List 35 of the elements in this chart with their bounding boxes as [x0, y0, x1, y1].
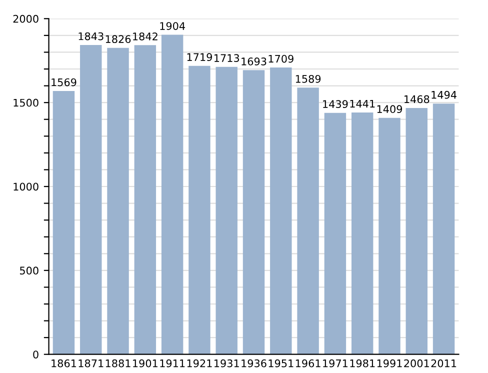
data-label: 1842 [133, 32, 158, 40]
data-label: 1409 [377, 105, 402, 114]
x-tick-label: 1881 [106, 359, 130, 368]
x-tick-label: 1981 [350, 359, 375, 368]
x-tick-label: 2001 [404, 359, 429, 368]
data-label: 1843 [78, 32, 104, 40]
data-label: 1719 [187, 53, 212, 62]
data-label: 1589 [296, 74, 321, 83]
data-label: 1439 [323, 100, 348, 108]
x-tick-label: 1951 [268, 359, 294, 368]
data-label: 1569 [52, 78, 76, 86]
data-label: 1826 [106, 35, 131, 44]
data-label: 1713 [214, 54, 240, 62]
x-tick-label: 1861 [52, 359, 76, 368]
x-tick-label: 1971 [323, 359, 348, 368]
y-tick-label: 500 [20, 266, 38, 275]
x-tick-label: 1991 [377, 359, 402, 368]
y-tick-label: 0 [33, 350, 38, 358]
data-label: 1709 [268, 54, 294, 63]
x-tick-label: 1961 [296, 359, 320, 368]
data-label: 1468 [404, 95, 430, 104]
y-tick-label: 2000 [13, 14, 38, 23]
data-label: 1441 [350, 100, 375, 108]
data-label: 1494 [432, 90, 456, 99]
y-tick-label: 1500 [14, 98, 38, 107]
x-tick-label: 1936 [242, 359, 266, 368]
x-tick-label: 1871 [78, 359, 104, 368]
x-tick-label: 2011 [431, 359, 456, 368]
x-tick-label: 1921 [187, 359, 212, 368]
x-tick-label: 1931 [214, 359, 239, 368]
x-tick-label: 1911 [160, 359, 185, 368]
x-tick-label: 1901 [133, 359, 158, 368]
data-label: 1904 [160, 22, 185, 30]
data-label: 1693 [242, 58, 266, 66]
y-tick-label: 1000 [14, 182, 38, 191]
